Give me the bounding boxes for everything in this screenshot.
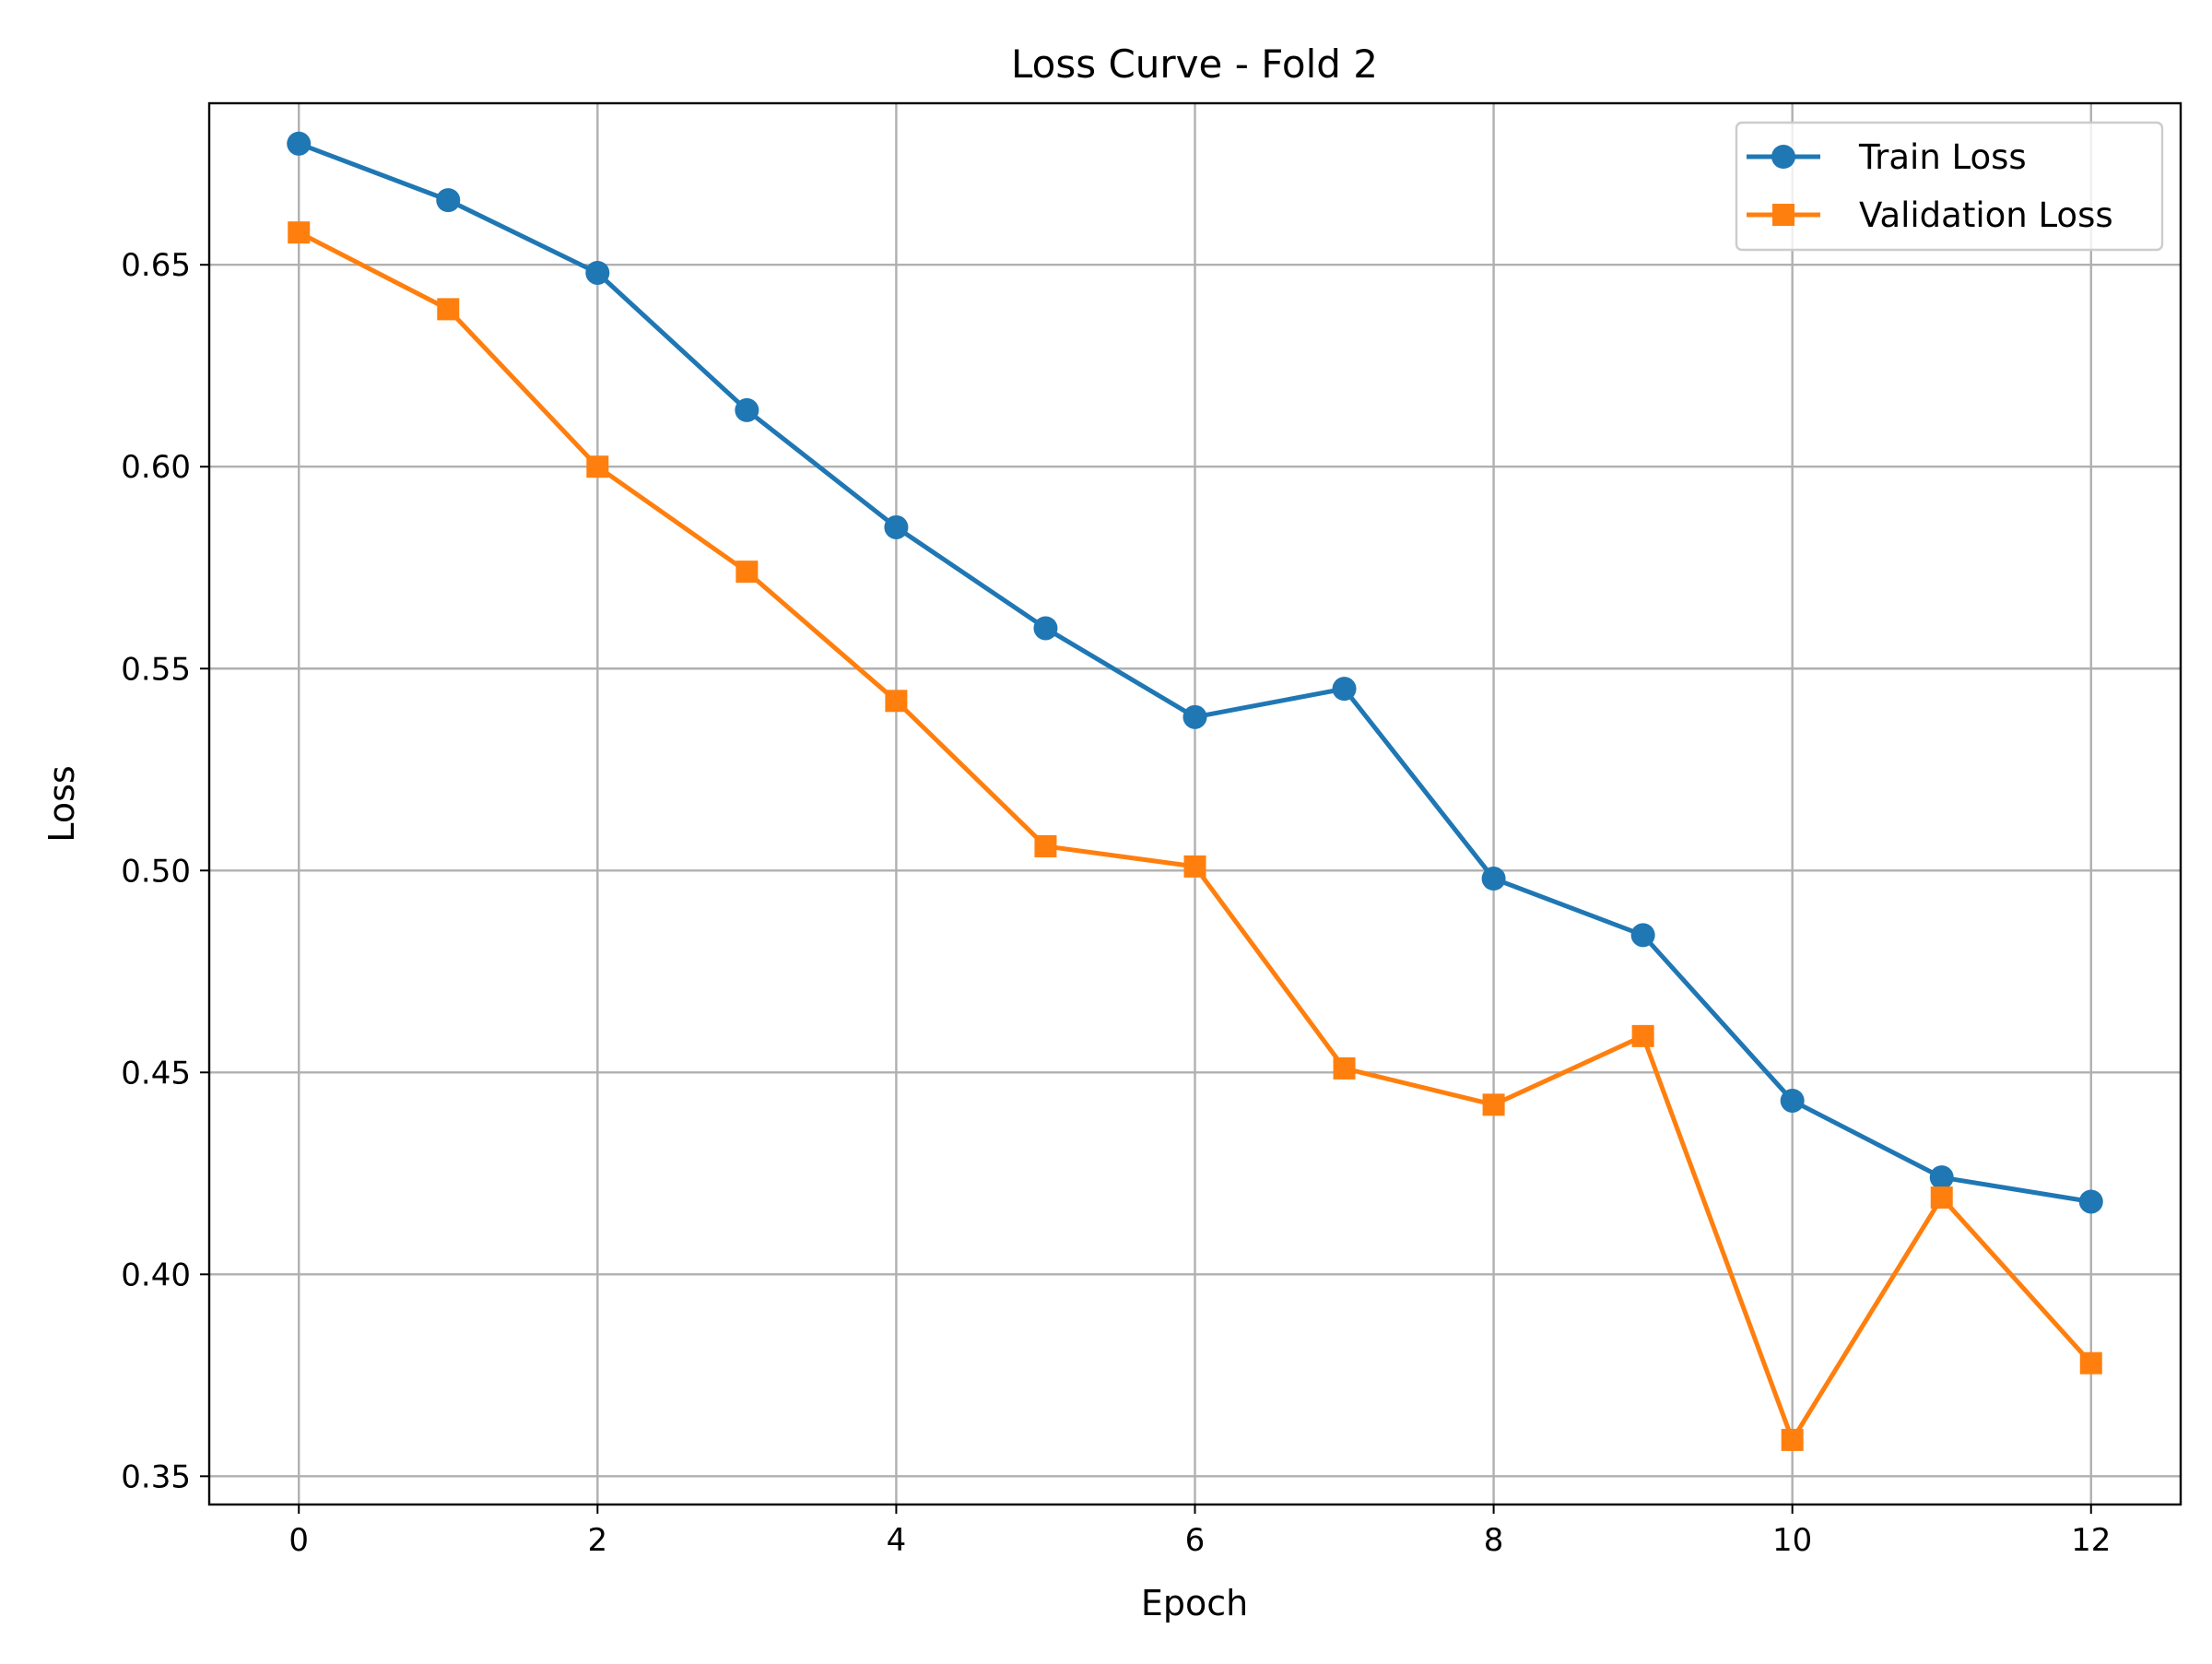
data-point-train-loss — [1929, 1165, 1954, 1190]
tick-layer: 0 2 4 6 8 10 12 0.35 0.40 0.45 0.50 0.55 0.60 0.65 — [121, 247, 2111, 1559]
data-point-train-loss — [2078, 1189, 2103, 1214]
data-point-validation-loss — [437, 298, 460, 321]
y-tick-label: 0.55 — [121, 651, 191, 688]
data-point-train-loss — [1481, 867, 1506, 891]
series-layer — [287, 131, 2103, 1451]
y-tick-label: 0.65 — [121, 247, 191, 284]
legend-marker-circle — [1771, 145, 1795, 169]
y-tick-label: 0.60 — [121, 449, 191, 486]
x-tick-label: 6 — [1185, 1522, 1206, 1559]
data-point-train-loss — [1332, 677, 1357, 702]
data-point-train-loss — [884, 514, 909, 539]
data-point-train-loss — [735, 397, 759, 422]
data-point-train-loss — [1780, 1088, 1805, 1113]
legend-item-train-loss: Train Loss — [1747, 137, 2027, 177]
legend-item-validation-loss: Validation Loss — [1747, 195, 2113, 235]
data-point-train-loss — [585, 260, 610, 285]
x-tick-label: 0 — [288, 1522, 309, 1559]
x-tick-label: 8 — [1484, 1522, 1504, 1559]
legend: Train Loss Validation Loss — [1735, 121, 2164, 252]
data-point-train-loss — [436, 188, 461, 213]
data-point-validation-loss — [1183, 855, 1206, 878]
x-tick-label: 2 — [587, 1522, 607, 1559]
data-point-validation-loss — [2079, 1351, 2102, 1375]
series-validation-loss — [288, 221, 2102, 1451]
x-tick-label: 4 — [887, 1522, 907, 1559]
data-point-train-loss — [287, 131, 312, 156]
legend-label: Validation Loss — [1859, 195, 2113, 235]
data-point-validation-loss — [288, 221, 311, 244]
y-tick-label: 0.50 — [121, 853, 191, 890]
data-point-train-loss — [1033, 616, 1058, 641]
y-tick-label: 0.45 — [121, 1055, 191, 1092]
data-point-validation-loss — [1333, 1056, 1356, 1080]
data-point-validation-loss — [1781, 1428, 1804, 1451]
y-tick-label: 0.40 — [121, 1257, 191, 1293]
data-point-train-loss — [1630, 923, 1655, 948]
x-tick-label: 12 — [2071, 1522, 2111, 1559]
data-point-train-loss — [1182, 704, 1207, 729]
data-point-validation-loss — [1034, 834, 1057, 857]
series-train-loss — [287, 131, 2103, 1214]
legend-label: Train Loss — [1858, 137, 2027, 177]
legend-box — [1735, 121, 2164, 252]
x-tick-label: 10 — [1772, 1522, 1812, 1559]
data-point-validation-loss — [1482, 1093, 1505, 1116]
y-tick-label: 0.35 — [121, 1458, 191, 1495]
data-point-validation-loss — [885, 690, 908, 713]
data-point-validation-loss — [1631, 1024, 1654, 1047]
plot-area-frame — [207, 101, 2183, 1506]
chart-title: Loss Curve - Fold 2 — [1011, 41, 1378, 87]
data-point-validation-loss — [586, 455, 609, 478]
x-axis-title: Epoch — [1141, 1583, 1248, 1623]
data-point-validation-loss — [1930, 1186, 1953, 1210]
legend-marker-square — [1772, 204, 1794, 226]
data-point-validation-loss — [735, 561, 759, 584]
y-axis-title: Loss — [41, 765, 82, 842]
